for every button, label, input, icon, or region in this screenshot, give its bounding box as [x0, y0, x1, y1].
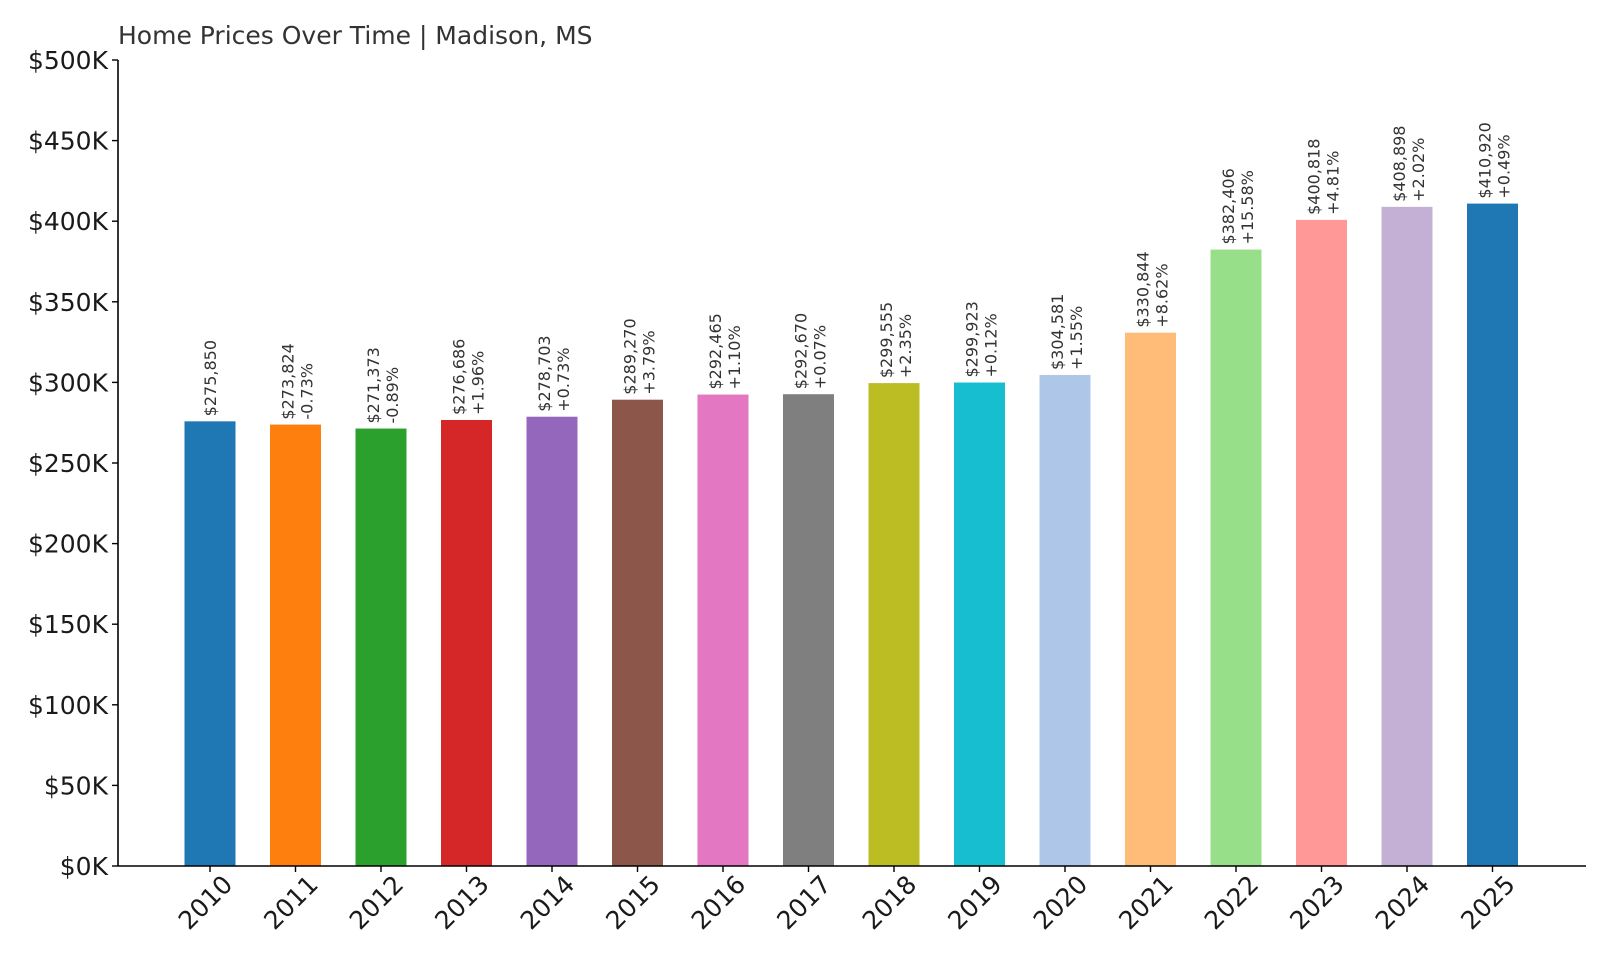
x-tick-label-2011: 2011 [258, 870, 323, 935]
x-tick-label-2019: 2019 [942, 870, 1007, 935]
change-label-2012: -0.89% [383, 367, 402, 424]
change-label-2021: +8.62% [1153, 263, 1172, 327]
value-label-2014: $278,703 [535, 335, 554, 411]
value-label-2017: $292,670 [792, 313, 811, 389]
data-labels-group: $275,850 $273,824 -0.73% $271,373 -0.89% $276… [201, 122, 1514, 423]
chart-title: Home Prices Over Time | Madison, MS [118, 21, 593, 50]
value-label-2018: $299,555 [877, 302, 896, 378]
change-label-2015: +3.79% [640, 330, 659, 394]
x-tick-label-2015: 2015 [600, 870, 665, 935]
value-label-2013: $276,686 [450, 339, 469, 415]
value-label-2016: $292,465 [706, 313, 725, 389]
change-label-2016: +1.10% [725, 325, 744, 389]
bar-2017 [783, 394, 834, 866]
x-tick-label-2021: 2021 [1113, 870, 1178, 935]
x-tick-label-2016: 2016 [686, 870, 751, 935]
y-tick-label: $100K [28, 691, 109, 720]
value-label-2022: $382,406 [1219, 168, 1238, 244]
bar-2022 [1210, 249, 1262, 866]
value-label-2012: $271,373 [364, 347, 383, 423]
y-tick-label: $500K [28, 46, 109, 75]
y-tick-label: $250K [28, 449, 109, 478]
value-label-2015: $289,270 [621, 318, 640, 394]
bar-2014 [526, 416, 578, 866]
bar-2013 [441, 419, 492, 866]
change-label-2025: +0.49% [1495, 134, 1514, 198]
value-label-2021: $330,844 [1134, 251, 1153, 327]
bar-2010 [184, 421, 236, 866]
bar-2016 [697, 394, 749, 866]
change-label-2022: +15.58% [1238, 170, 1257, 244]
x-tick-label-2010: 2010 [173, 870, 238, 935]
bar-2020 [1039, 375, 1091, 866]
change-label-2023: +4.81% [1324, 151, 1343, 215]
y-axis: $0K $50K $100K $150K $200K $250K $300K $350K $40… [28, 46, 119, 881]
change-label-2014: +0.73% [554, 347, 573, 411]
x-tick-label-2017: 2017 [771, 870, 836, 935]
bar-2015 [612, 399, 663, 866]
x-tick-label-2012: 2012 [344, 870, 409, 935]
change-label-2019: +0.12% [982, 313, 1001, 377]
x-axis: 2010 2011 2012 2013 2014 2015 2016 2017 2018 2019… [118, 865, 1586, 935]
value-label-2011: $273,824 [279, 343, 298, 419]
y-tick-label: $150K [28, 610, 109, 639]
change-label-2018: +2.35% [896, 314, 915, 378]
y-tick-label: $400K [28, 207, 109, 236]
bar-2018 [868, 383, 920, 866]
y-tick-label: $450K [28, 127, 109, 156]
x-tick-label-2013: 2013 [429, 870, 494, 935]
bar-2011 [270, 424, 321, 866]
bar-2025 [1467, 203, 1518, 867]
y-tick-label: $350K [28, 288, 109, 317]
bar-2023 [1296, 219, 1347, 867]
x-tick-label-2020: 2020 [1028, 870, 1093, 935]
value-label-2010: $275,850 [201, 340, 220, 416]
x-tick-label-2022: 2022 [1199, 870, 1264, 935]
bars-group [184, 203, 1518, 867]
x-tick-label-2025: 2025 [1455, 870, 1520, 935]
x-tick-label-2014: 2014 [515, 870, 580, 935]
bar-2012 [355, 428, 407, 866]
bar-2021 [1125, 332, 1176, 867]
y-tick-label: $200K [28, 530, 109, 559]
bar-2024 [1381, 206, 1433, 866]
y-tick-label: $300K [28, 368, 109, 397]
change-label-2011: -0.73% [298, 363, 317, 420]
x-tick-label-2018: 2018 [857, 870, 922, 935]
y-tick-label: $50K [44, 771, 109, 800]
bar-2019 [954, 382, 1005, 866]
change-label-2017: +0.07% [811, 325, 830, 389]
value-label-2019: $299,923 [963, 301, 982, 377]
change-label-2020: +1.55% [1067, 306, 1086, 370]
value-label-2023: $400,818 [1305, 139, 1324, 215]
change-label-2013: +1.96% [469, 351, 488, 415]
value-label-2024: $408,898 [1390, 126, 1409, 202]
x-tick-label-2023: 2023 [1284, 870, 1349, 935]
value-label-2025: $410,920 [1476, 122, 1495, 198]
value-label-2020: $304,581 [1048, 294, 1067, 370]
change-label-2024: +2.02% [1409, 138, 1428, 202]
x-tick-label-2024: 2024 [1370, 870, 1435, 935]
y-tick-label: $0K [60, 852, 109, 881]
